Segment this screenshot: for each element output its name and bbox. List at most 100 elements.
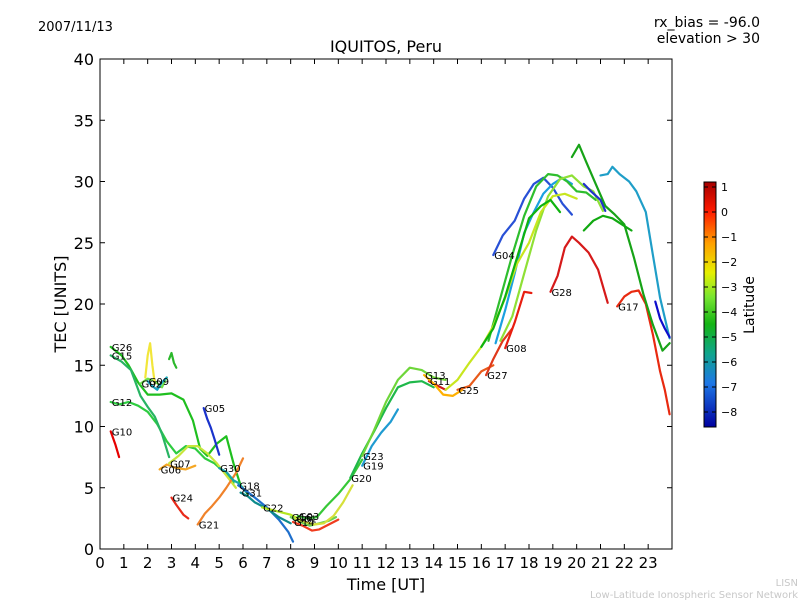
series-label: G13 (425, 371, 445, 382)
series-label: G09 (149, 377, 169, 388)
series-line-g07 (168, 445, 237, 489)
series-label: G02 (142, 380, 162, 391)
elevation-label: elevation > 30 (657, 31, 760, 47)
y-tick-label: 30 (74, 173, 94, 192)
series-label: G18 (239, 481, 259, 492)
series-label: G22 (263, 503, 283, 514)
series-label: G26 (112, 343, 132, 354)
colorbar (703, 181, 717, 428)
series-line-g25 (456, 364, 495, 391)
series-label: G06 (161, 465, 181, 476)
series-label: G24 (173, 494, 193, 505)
x-tick-label: 17 (496, 554, 515, 572)
series-line (144, 342, 156, 385)
x-tick-label: 9 (310, 554, 320, 572)
series-line-g14 (291, 518, 340, 532)
series-label: G10 (112, 427, 132, 438)
series-layer (109, 143, 671, 543)
colorbar-tick-label: −7 (721, 381, 737, 394)
colorbar-tick-label: −2 (721, 256, 737, 269)
colorbar-tick-label: −5 (721, 331, 737, 344)
x-tick-label: 2 (143, 554, 153, 572)
series-labels: G10G12G26G15G02G09G05G06G07G24G21G30G18G… (112, 251, 639, 532)
x-tick-label: 18 (519, 554, 538, 572)
series-label: G23 (363, 452, 383, 463)
x-tick-label: 7 (262, 554, 272, 572)
series-label: G15 (112, 351, 132, 362)
series-line (654, 300, 671, 339)
y-tick-label: 10 (74, 418, 94, 437)
y-tick-label: 25 (74, 234, 94, 253)
series-line-g03 (296, 458, 364, 520)
series-label: G04 (494, 251, 514, 262)
series-line-g08 (504, 290, 533, 350)
colorbar-label: Latitude (742, 276, 758, 334)
y-tick-label: 15 (74, 356, 94, 375)
series-line-g28 (549, 235, 609, 304)
series-label: G16 (292, 513, 312, 524)
y-tick-label: 35 (74, 111, 94, 130)
series-label: G25 (459, 386, 479, 397)
series-label: G19 (363, 462, 383, 473)
x-tick-label: 6 (238, 554, 248, 572)
series-label: G28 (551, 288, 571, 299)
x-tick-label: 1 (119, 554, 129, 572)
series-line-g12 (109, 400, 235, 484)
colorbar-tick-label: −8 (721, 406, 737, 419)
series-label: G05 (205, 404, 225, 415)
x-tick-label: 15 (448, 554, 467, 572)
series-line-g10 (109, 430, 121, 459)
colorbar-ticks: 1 0 −1 −2 −3 −4 −5 −6 −7 −8 (704, 181, 737, 419)
series-line-g27 (485, 327, 514, 377)
x-tick-label: 4 (191, 554, 201, 572)
colorbar-tick-label: 0 (721, 206, 728, 219)
series-label: G07 (170, 459, 190, 470)
series-line-g01 (294, 484, 354, 526)
series-line (487, 173, 597, 342)
y-tick-label: 40 (74, 50, 94, 69)
series-label: G17 (618, 302, 638, 313)
x-tick-label: 11 (353, 554, 372, 572)
series-label: G01 (296, 514, 316, 525)
series-line-g06 (158, 463, 197, 471)
series-label: G11 (430, 377, 450, 388)
x-tick-label: 22 (615, 554, 634, 572)
x-tick-label: 23 (639, 554, 658, 572)
x-tick-label: 5 (214, 554, 224, 572)
x-axis-label: Time [UT] (346, 575, 425, 594)
series-line-g15 (109, 354, 171, 459)
series-line (480, 198, 562, 348)
colorbar-tick-label: 1 (721, 181, 728, 194)
x-tick-label: 3 (167, 554, 177, 572)
series-line (599, 165, 671, 340)
series-line-g19 (361, 408, 399, 467)
rx-bias-label: rx_bias = -96.0 (654, 15, 760, 31)
x-tick-label: 10 (329, 554, 348, 572)
series-line-g13 (423, 374, 464, 397)
series-line (168, 351, 178, 369)
series-line-g04 (492, 176, 573, 257)
series-line (582, 182, 607, 212)
y-axis: 0 5 10 15 20 25 30 35 40 (74, 50, 672, 559)
x-tick-label: 13 (400, 554, 419, 572)
x-tick-label: 8 (286, 554, 296, 572)
footer-network: Low-Latitude Ionospheric Sensor Network (590, 590, 798, 600)
x-tick-label: 19 (543, 554, 562, 572)
x-tick-label: 14 (424, 554, 443, 572)
plot-area (100, 59, 672, 549)
series-label: G14 (294, 518, 314, 529)
footer-lisn: LISN (776, 578, 798, 589)
series-line-g22 (261, 506, 302, 521)
colorbar-tick-label: −1 (721, 231, 737, 244)
series-line-g31 (239, 491, 292, 525)
x-tick-label: 20 (567, 554, 586, 572)
colorbar-tick-label: −3 (721, 281, 737, 294)
colorbar-tick-label: −4 (721, 306, 737, 319)
y-tick-label: 5 (84, 479, 94, 498)
series-label: G30 (220, 464, 240, 475)
series-line-g24 (170, 496, 190, 520)
series-line (582, 214, 633, 232)
chart-title: IQUITOS, Peru (330, 37, 442, 56)
x-axis: 0 1 2 3 4 5 6 7 8 9 10 11 12 13 14 15 16 17 18 19 20 21 22 23 (95, 59, 658, 572)
